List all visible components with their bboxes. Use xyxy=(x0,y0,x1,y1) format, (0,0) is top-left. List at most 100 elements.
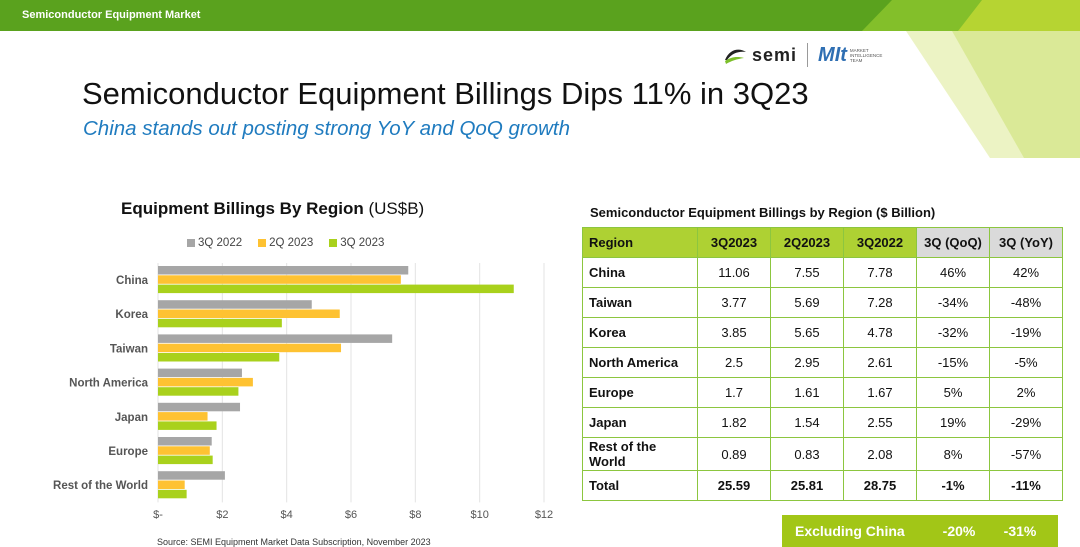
page-title: Semiconductor Equipment Billings Dips 11… xyxy=(82,76,809,111)
bar-3q-2023 xyxy=(158,455,213,465)
bar-2q-2023 xyxy=(158,412,208,421)
legend-swatch xyxy=(258,239,267,247)
value-3q2022: 2.55 xyxy=(843,407,917,438)
bar-3q-2023 xyxy=(158,387,239,396)
table-row: China 11.06 7.55 7.78 46% 42% xyxy=(582,257,1063,288)
legend-swatch xyxy=(329,239,338,247)
legend-label: 3Q 2023 xyxy=(340,237,385,249)
value-qoq: 8% xyxy=(916,437,990,471)
value-3q2022: 7.78 xyxy=(843,257,917,288)
value-qoq: 19% xyxy=(916,407,990,438)
legend-swatch xyxy=(187,239,195,247)
value-3q2022: 28.75 xyxy=(843,470,917,501)
bar-3q-2023 xyxy=(158,421,217,430)
bar-3q-2022 xyxy=(158,368,242,378)
bar-3q-2023 xyxy=(158,318,282,328)
y-category-label: Korea xyxy=(115,309,148,321)
value-qoq: 46% xyxy=(916,257,990,288)
chart-title-unit: (US$B) xyxy=(368,199,425,218)
table-row: Korea 3.85 5.65 4.78 -32% -19% xyxy=(582,317,1063,348)
y-category-label: China xyxy=(116,275,149,287)
bar-2q-2023 xyxy=(158,377,253,387)
logo-group: semi MIt MARKET INTELLIGENCE TEAM xyxy=(722,42,884,68)
deco-shape-band-light xyxy=(958,0,1080,31)
value-2q2023: 5.69 xyxy=(770,287,844,318)
x-tick-label: $2 xyxy=(216,509,228,521)
region-cell: Korea xyxy=(582,317,698,348)
value-3q2022: 7.28 xyxy=(843,287,917,318)
value-yoy: -11% xyxy=(989,470,1063,501)
x-tick-label: $8 xyxy=(409,509,421,521)
bar-3q-2023 xyxy=(158,353,280,362)
value-3q2023: 1.7 xyxy=(697,377,771,408)
region-cell: Japan xyxy=(582,407,698,438)
x-tick-label: $4 xyxy=(281,509,293,521)
value-qoq: 5% xyxy=(916,377,990,408)
y-category-label: Taiwan xyxy=(110,343,148,355)
y-category-label: Europe xyxy=(108,446,148,458)
chart-legend: 3Q 2022 2Q 2023 3Q 2023 xyxy=(187,237,384,249)
value-2q2023: 0.83 xyxy=(770,437,844,471)
region-cell: Europe xyxy=(582,377,698,408)
bar-2q-2023 xyxy=(158,446,210,455)
y-category-label: Japan xyxy=(115,412,148,424)
legend-item-2q-2023: 2Q 2023 xyxy=(258,237,313,249)
value-qoq: -34% xyxy=(916,287,990,318)
deco-shape-mid xyxy=(952,31,1080,158)
mit-logo-text: MIt xyxy=(818,43,847,66)
bar-2q-2023 xyxy=(158,343,342,353)
value-3q2023: 11.06 xyxy=(697,257,771,288)
bar-3q-2023 xyxy=(158,489,187,499)
value-3q2022: 4.78 xyxy=(843,317,917,348)
value-2q2023: 5.65 xyxy=(770,317,844,348)
bar-3q-2022 xyxy=(158,402,241,412)
x-tick-label: $10 xyxy=(470,509,488,521)
value-qoq: -15% xyxy=(916,347,990,378)
value-yoy: -57% xyxy=(989,437,1063,471)
header-3q2023: 3Q2023 xyxy=(697,227,771,258)
value-yoy: -5% xyxy=(989,347,1063,378)
y-category-label: North America xyxy=(69,378,148,390)
value-2q2023: 1.61 xyxy=(770,377,844,408)
value-3q2023: 2.5 xyxy=(697,347,771,378)
region-cell: North America xyxy=(582,347,698,378)
header-qoq: 3Q (QoQ) xyxy=(916,227,990,258)
value-2q2023: 25.81 xyxy=(770,470,844,501)
bar-3q-2022 xyxy=(158,437,212,446)
chart-source: Source: SEMI Equipment Market Data Subsc… xyxy=(157,537,431,547)
value-2q2023: 1.54 xyxy=(770,407,844,438)
value-3q2022: 1.67 xyxy=(843,377,917,408)
x-tick-label: $- xyxy=(153,509,163,521)
banner-title: Semiconductor Equipment Market xyxy=(22,9,201,21)
value-3q2023: 25.59 xyxy=(697,470,771,501)
excluding-china-bar: Excluding China -20% -31% xyxy=(782,515,1058,547)
value-3q2022: 2.08 xyxy=(843,437,917,471)
page-subtitle: China stands out posting strong YoY and … xyxy=(83,117,571,140)
value-2q2023: 2.95 xyxy=(770,347,844,378)
semi-logo-text: semi xyxy=(752,44,798,65)
region-cell: Rest of the World xyxy=(582,437,698,471)
x-tick-label: $12 xyxy=(535,509,553,521)
table-row: Europe 1.7 1.61 1.67 5% 2% xyxy=(582,377,1063,408)
value-3q2023: 1.82 xyxy=(697,407,771,438)
table-total-row: Total 25.59 25.81 28.75 -1% -11% xyxy=(582,470,1063,501)
x-tick-label: $6 xyxy=(345,509,357,521)
billings-table: Region 3Q2023 2Q2023 3Q2022 3Q (QoQ) 3Q … xyxy=(582,227,1063,501)
header-region: Region xyxy=(582,227,698,258)
value-2q2023: 7.55 xyxy=(770,257,844,288)
value-qoq: -32% xyxy=(916,317,990,348)
value-yoy: -48% xyxy=(989,287,1063,318)
excluding-china-qoq: -20% xyxy=(942,523,976,539)
header-3q2022: 3Q2022 xyxy=(843,227,917,258)
semi-logo-icon xyxy=(725,49,746,64)
value-3q2023: 3.85 xyxy=(697,317,771,348)
bar-chart: $- $2 $4 $6 $8 $10 $12 China Korea Taiwan North Am… xyxy=(53,263,553,521)
header-yoy: 3Q (YoY) xyxy=(989,227,1063,258)
bar-3q-2022 xyxy=(158,266,409,275)
region-cell: Total xyxy=(582,470,698,501)
legend-label: 3Q 2022 xyxy=(198,237,243,249)
excluding-china-label: Excluding China xyxy=(795,523,905,539)
chart-title: Equipment Billings By Region (US$B) xyxy=(121,199,424,219)
table-row: North America 2.5 2.95 2.61 -15% -5% xyxy=(582,347,1063,378)
